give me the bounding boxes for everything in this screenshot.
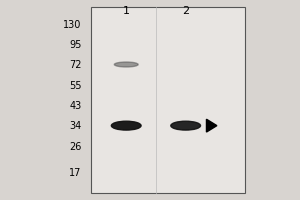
Text: 17: 17: [69, 168, 82, 178]
Text: 1: 1: [123, 6, 130, 16]
Text: 130: 130: [63, 20, 82, 30]
Ellipse shape: [114, 62, 138, 67]
Text: 95: 95: [69, 40, 82, 50]
Text: 43: 43: [69, 101, 82, 111]
FancyArrow shape: [206, 119, 217, 132]
FancyBboxPatch shape: [91, 7, 245, 193]
Ellipse shape: [111, 121, 141, 130]
Ellipse shape: [171, 121, 200, 130]
Text: 55: 55: [69, 81, 82, 91]
Text: 34: 34: [69, 121, 82, 131]
Text: 2: 2: [182, 6, 189, 16]
Text: 26: 26: [69, 142, 82, 152]
Text: 72: 72: [69, 60, 82, 70]
